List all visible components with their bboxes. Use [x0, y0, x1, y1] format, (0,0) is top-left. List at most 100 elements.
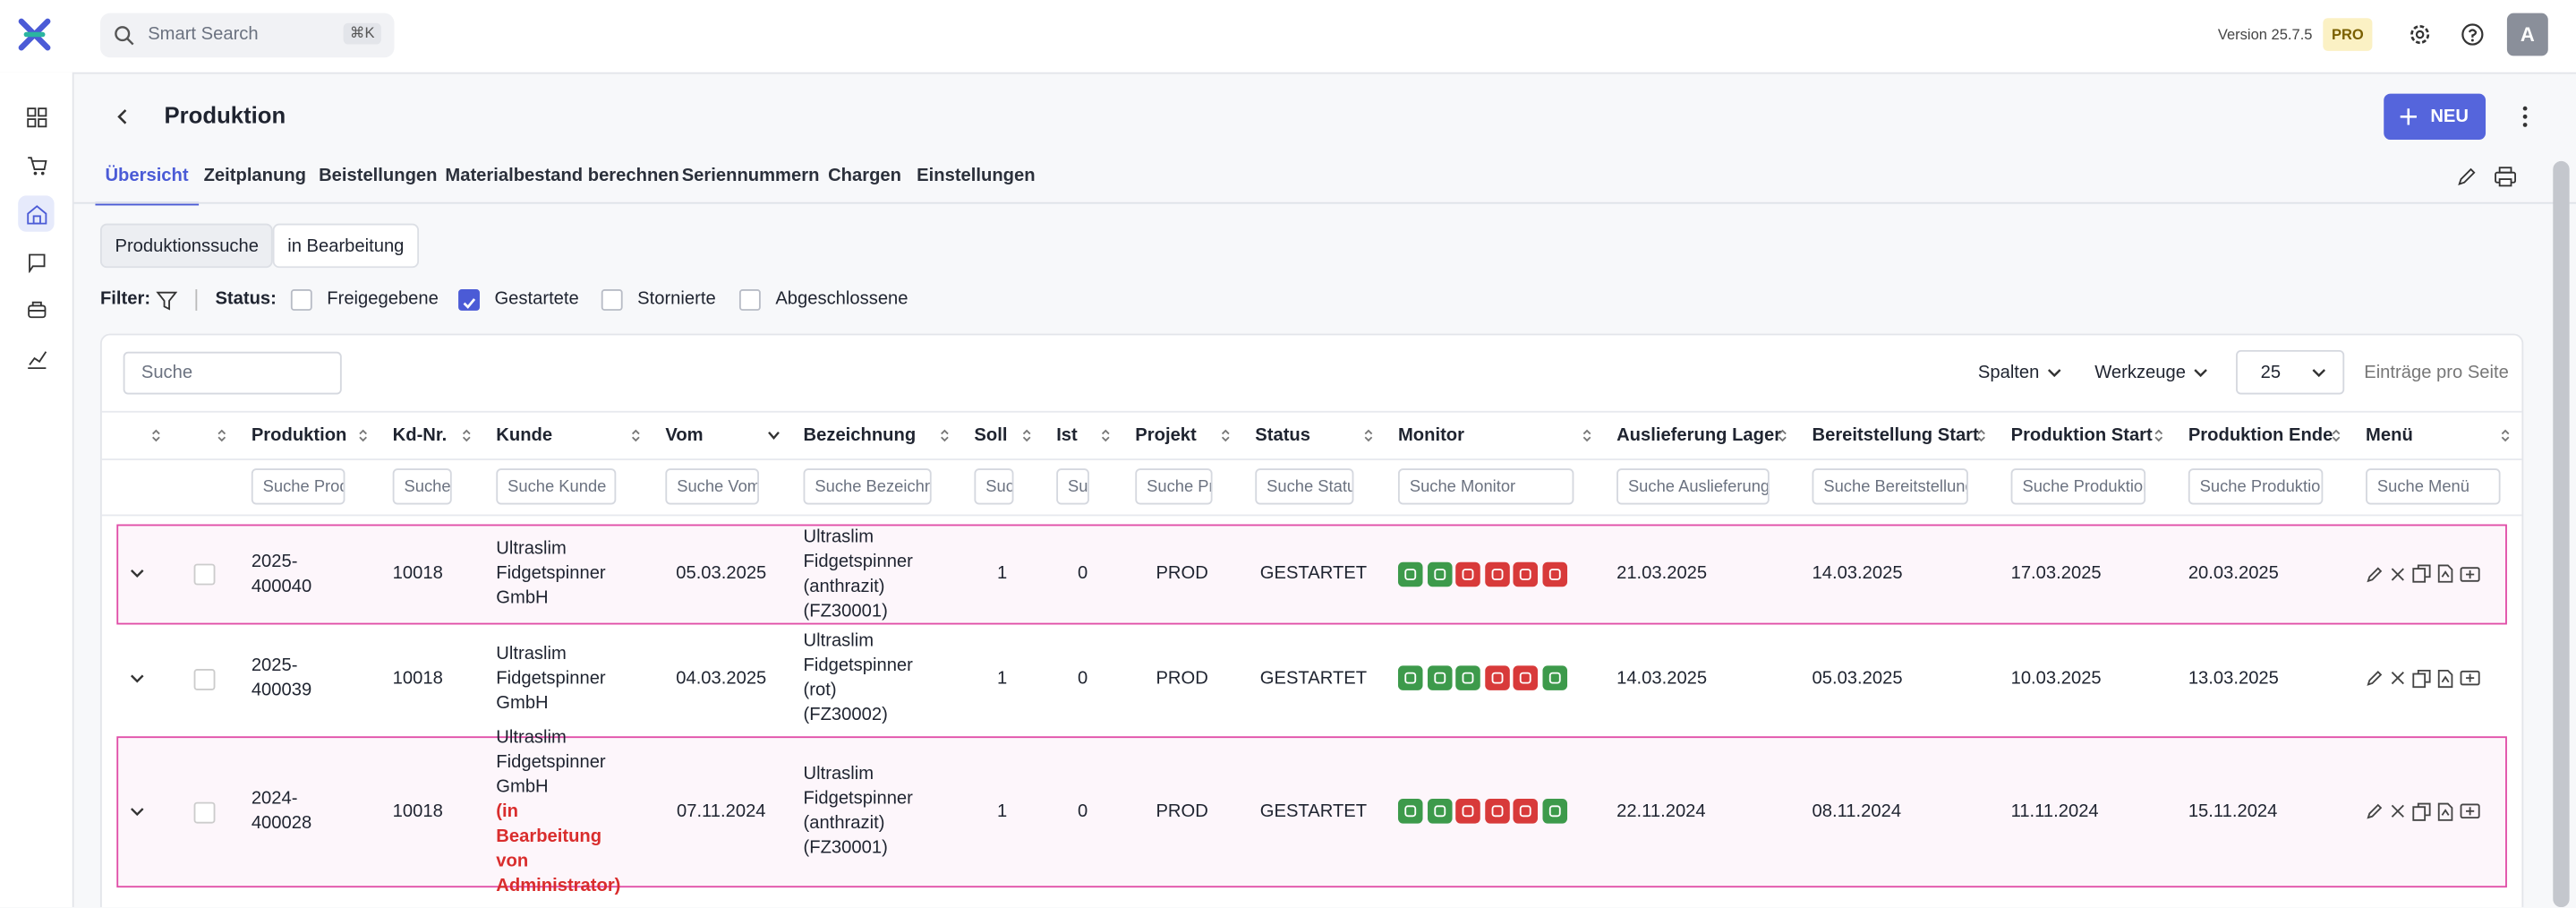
cell-kunde: Ultraslim Fidgetspinner GmbH — [483, 537, 653, 612]
status-checkbox[interactable] — [738, 289, 761, 311]
row-actions[interactable] — [2352, 800, 2521, 825]
tab[interactable]: Einstellungen — [917, 166, 1036, 186]
nav-sales[interactable] — [18, 146, 54, 182]
nav-dashboard[interactable] — [18, 99, 54, 134]
row-checkbox[interactable] — [173, 668, 238, 690]
icon-shape — [2412, 805, 2427, 821]
column-label: Projekt — [1135, 424, 1197, 445]
more-menu[interactable] — [2521, 105, 2528, 128]
subtab[interactable]: in Bearbeitung — [272, 223, 419, 269]
column-filter[interactable]: Suche Produktion Start — [2010, 468, 2146, 505]
column-filter[interactable]: Suche Menü — [2366, 468, 2501, 505]
icon-shape — [359, 429, 367, 442]
help-icon[interactable] — [2461, 23, 2485, 47]
column-filter[interactable]: Suche Monitor — [1397, 468, 1574, 505]
column-filter[interactable]: Suche Kunde — [496, 468, 617, 505]
cell-kd-nr: 10018 — [392, 563, 443, 584]
row-checkbox[interactable] — [173, 563, 238, 586]
column-filter[interactable]: Suche Produktion Ende — [2188, 468, 2324, 505]
column-header[interactable]: Soll — [961, 424, 1044, 449]
icon-shape — [27, 156, 47, 170]
column-filter[interactable]: Suche Vom — [665, 468, 759, 505]
search-placeholder: Smart Search — [148, 24, 259, 45]
column-header[interactable]: Produktion Ende — [2175, 424, 2352, 449]
expand-toggle[interactable] — [102, 800, 173, 825]
sort-cell[interactable] — [102, 424, 173, 448]
column-header[interactable]: Vom — [653, 424, 790, 449]
status-checkbox[interactable] — [290, 289, 312, 311]
settings-icon[interactable] — [2409, 23, 2432, 47]
cell-auslieferung-lager: 14.03.2025 — [1616, 668, 1708, 689]
filter-row: Suche Produktion Suche Kd-Nr. Suche Kunde S… — [101, 458, 2522, 517]
monitor-icon — [1455, 561, 1481, 587]
column-filter[interactable]: Suche Bezeichnung — [803, 468, 932, 505]
table-search[interactable]: Suche — [123, 351, 342, 395]
page-size-select[interactable]: 25 — [2236, 349, 2345, 395]
column-header[interactable]: Kd-Nr. — [380, 424, 483, 449]
icon — [2332, 429, 2341, 442]
subtab[interactable]: Produktionssuche — [99, 223, 274, 269]
cell-kunde: Ultraslim Fidgetspinner GmbH (in Bearbeit… — [483, 725, 653, 898]
tab[interactable]: Übersicht — [95, 166, 199, 206]
tools-label: Werkzeuge — [2094, 363, 2186, 383]
column-filter[interactable]: Suche Projekt — [1135, 468, 1213, 505]
tab[interactable]: Seriennummern — [681, 166, 820, 186]
status-checkbox[interactable] — [601, 289, 623, 311]
column-header[interactable]: Produktion — [238, 424, 380, 449]
row-checkbox[interactable] — [173, 801, 238, 823]
column-filter[interactable]: Suche Soll — [974, 468, 1014, 505]
cell-bereitstellung-start: 14.03.2025 — [1812, 563, 1903, 584]
column-header[interactable]: Ist — [1044, 424, 1122, 449]
column-filter[interactable]: Suche Auslieferung Lager — [1616, 468, 1770, 505]
column-header[interactable]: Projekt — [1122, 424, 1242, 449]
plan-badge: PRO — [2323, 18, 2373, 51]
column-header[interactable]: Bereitstellung Start — [1799, 424, 1998, 449]
expand-toggle[interactable] — [102, 562, 173, 587]
avatar[interactable]: A — [2506, 13, 2548, 56]
column-header[interactable]: Monitor — [1385, 424, 1603, 449]
print-icon[interactable] — [2494, 166, 2517, 187]
column-header[interactable]: Auslieferung Lager — [1603, 424, 1798, 449]
column-filter[interactable]: Suche Bereitstellung Start — [1812, 468, 1968, 505]
tab[interactable]: Zeitplanung — [203, 166, 306, 186]
filter-cell: Suche Bereitstellung Start — [1799, 468, 1998, 505]
back-button[interactable] — [115, 108, 131, 124]
column-filter[interactable]: Suche Ist — [1056, 468, 1089, 505]
smart-search[interactable]: Smart Search ⌘K — [99, 13, 395, 58]
sort-cell[interactable] — [173, 424, 238, 448]
nav-purchase[interactable] — [18, 244, 54, 279]
tab[interactable]: Materialbestand berechnen — [445, 166, 679, 186]
icon-shape — [941, 429, 949, 442]
tab[interactable]: Beistellungen — [319, 166, 438, 186]
tab[interactable]: Chargen — [828, 166, 901, 186]
column-header[interactable]: Kunde — [483, 424, 653, 449]
tools-button[interactable]: Werkzeuge — [2094, 364, 2208, 383]
nav-warehouse[interactable] — [18, 291, 54, 327]
icon-shape — [2437, 801, 2453, 821]
column-header[interactable]: Bezeichnung — [790, 424, 961, 449]
edit-icon[interactable] — [2456, 166, 2478, 187]
row-actions[interactable] — [2352, 562, 2521, 587]
nav-icon — [27, 300, 46, 318]
columns-button[interactable]: Spalten — [1978, 364, 2062, 383]
icon — [152, 429, 160, 442]
column-filter[interactable]: Suche Kd-Nr. — [392, 468, 452, 505]
icon-shape — [2460, 566, 2480, 582]
column-filter[interactable]: Suche Produktion — [251, 468, 345, 505]
filter-cell: Suche Auslieferung Lager — [1603, 468, 1798, 505]
column-filter[interactable]: Suche Status — [1255, 468, 1354, 505]
cell-ist: 0 — [1077, 563, 1088, 584]
new-button[interactable]: NEU — [2384, 93, 2486, 141]
filter-icon[interactable] — [156, 289, 178, 319]
column-header[interactable]: Status — [1242, 424, 1386, 449]
new-button-label: NEU — [2430, 107, 2469, 127]
icon-shape — [126, 38, 134, 46]
row-actions[interactable] — [2352, 666, 2521, 691]
nav-production[interactable] — [18, 195, 55, 232]
expand-toggle[interactable] — [102, 666, 173, 691]
column-header[interactable]: Produktion Start — [1998, 424, 2175, 449]
icon-shape — [2367, 566, 2383, 582]
nav-reports[interactable] — [18, 340, 54, 376]
status-checkbox[interactable] — [458, 289, 480, 311]
column-header[interactable]: Menü — [2352, 424, 2521, 449]
